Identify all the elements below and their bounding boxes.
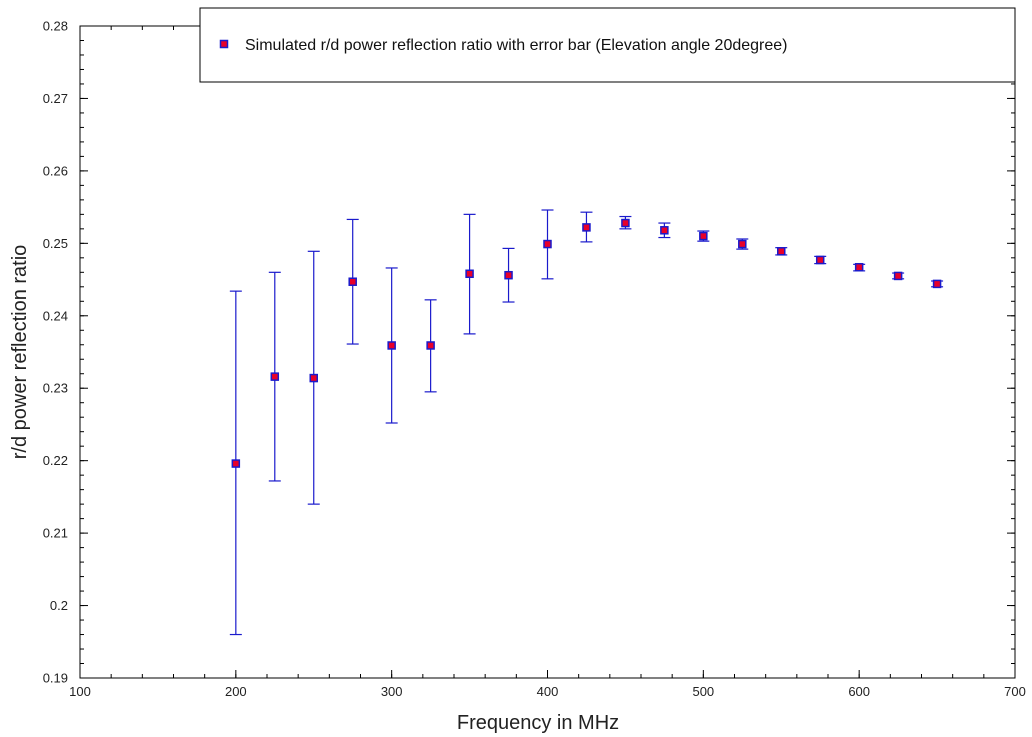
data-point: [777, 247, 786, 256]
x-tick-label: 700: [1004, 684, 1026, 699]
data-point: [815, 255, 825, 265]
data-point: [426, 341, 435, 350]
y-tick-label: 0.19: [43, 671, 68, 686]
x-tick-label: 200: [225, 684, 247, 699]
x-tick-label: 300: [381, 684, 403, 699]
y-tick-label: 0.25: [43, 236, 68, 251]
data-point: [309, 373, 318, 383]
y-tick-label: 0.28: [43, 19, 68, 34]
y-tick-label: 0.21: [43, 526, 68, 541]
data-point: [504, 270, 513, 280]
y-axis-ticks: 0.19 0.2 0.21 0.22 0.23 0.24 0.25 0.26 0.27 0.28: [43, 19, 1015, 686]
x-tick-label: 600: [848, 684, 870, 699]
data-point: [231, 459, 241, 468]
data-point: [699, 231, 708, 241]
data-point: [854, 262, 864, 272]
y-axis-title: r/d power reflection ratio: [9, 245, 31, 460]
y-tick-label: 0.2: [50, 598, 68, 613]
x-tick-label: 500: [692, 684, 714, 699]
y-tick-label: 0.24: [43, 308, 68, 323]
x-tick-label: 100: [69, 684, 91, 699]
y-tick-label: 0.27: [43, 91, 68, 106]
data-point: [543, 239, 552, 249]
y-tick-label: 0.26: [43, 163, 68, 178]
data-point: [738, 239, 747, 249]
data-point: [932, 279, 942, 289]
data-point: [621, 218, 630, 228]
data-point: [348, 277, 357, 286]
data-point: [465, 269, 474, 279]
data-markers: [231, 218, 942, 468]
data-point: [660, 226, 669, 235]
legend-label: Simulated r/d power reflection ratio wit…: [245, 37, 788, 54]
plot-area: [79, 25, 1016, 679]
data-point: [893, 271, 903, 281]
data-point: [387, 341, 396, 350]
x-axis-title: Frequency in MHz: [457, 712, 619, 734]
x-tick-label: 400: [537, 684, 559, 699]
legend: Simulated r/d power reflection ratio wit…: [199, 7, 1016, 83]
y-tick-label: 0.23: [43, 381, 68, 396]
legend-marker: [219, 39, 229, 49]
data-point: [582, 223, 591, 232]
legend-box: [199, 7, 1016, 83]
y-tick-label: 0.22: [43, 453, 68, 468]
data-point: [270, 372, 280, 381]
